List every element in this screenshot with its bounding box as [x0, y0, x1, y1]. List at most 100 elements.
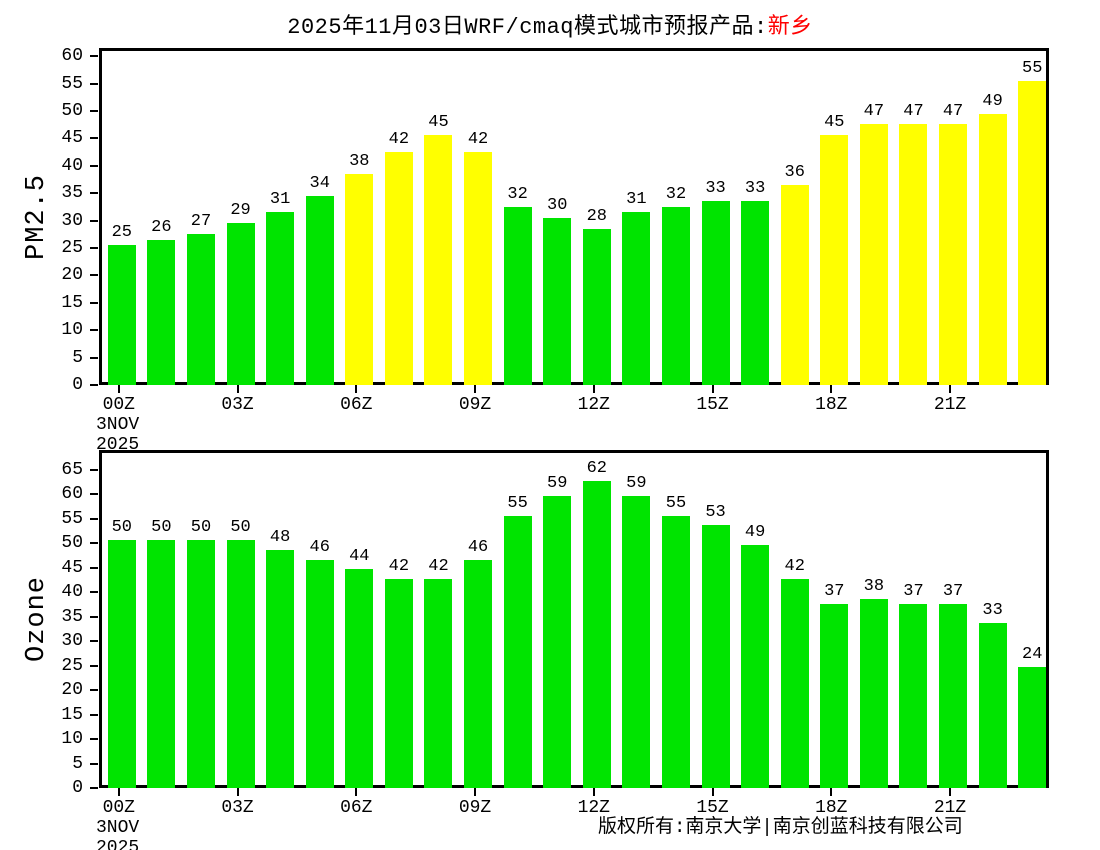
bar: [622, 212, 651, 385]
bar: [939, 603, 968, 788]
bar-value-label: 59: [626, 474, 647, 493]
bar: [345, 569, 374, 788]
y-tick-label: 30: [61, 631, 83, 652]
x-axis-date: 3NOV: [96, 415, 140, 435]
x-tick-label: 21Z: [933, 395, 967, 415]
bar: [147, 540, 176, 788]
bar-value-label: 47: [903, 102, 924, 122]
x-tick-label: 06Z: [340, 798, 373, 818]
y-tick-label: 20: [61, 265, 83, 286]
y-tick-label: 40: [61, 155, 83, 176]
bar-value-label: 49: [744, 522, 766, 542]
bar: [701, 201, 730, 385]
x-tick-label: 15Z: [696, 798, 729, 818]
y-tick: [90, 664, 98, 667]
x-tick-label: 18Z: [815, 798, 848, 818]
bar-value-label: 33: [744, 179, 766, 199]
bar-value-label: 59: [547, 474, 568, 493]
bar: [424, 135, 453, 385]
y-tick-label: 5: [72, 347, 83, 368]
y-tick-label: 0: [72, 375, 83, 395]
bar: [424, 579, 453, 788]
y-tick-label: 20: [61, 680, 83, 701]
y-tick: [90, 384, 98, 386]
bar-value-label: 26: [151, 217, 172, 237]
bar-value-label: 44: [349, 547, 370, 567]
y-tick: [90, 329, 98, 332]
bar: [305, 195, 334, 385]
bar-value-label: 47: [942, 102, 964, 122]
y-tick-label: 35: [61, 183, 83, 204]
x-tick-label: 00Z: [102, 798, 135, 818]
y-tick-label: 30: [61, 210, 83, 231]
bar-value-label: 28: [586, 206, 607, 226]
y-tick-label: 35: [61, 606, 83, 627]
bar-value-label: 50: [111, 518, 132, 538]
bar-value-label: 34: [309, 173, 330, 193]
y-tick: [90, 192, 98, 195]
x-tick: [474, 788, 477, 796]
bar-value-label: 32: [507, 184, 528, 204]
y-tick-label: 10: [61, 320, 83, 341]
bar-value-label: 37: [903, 581, 924, 601]
y-tick-label: 10: [61, 729, 83, 749]
bar-value-label: 47: [863, 102, 885, 122]
bar-value-label: 31: [626, 190, 647, 210]
bar-value-label: 37: [942, 581, 964, 601]
y-tick: [90, 247, 98, 249]
x-tick: [949, 788, 952, 796]
bar: [147, 239, 176, 385]
bar: [107, 540, 136, 788]
y-tick: [90, 517, 98, 520]
bar-value-label: 50: [190, 518, 212, 538]
y-tick: [90, 137, 98, 140]
bar: [820, 135, 849, 385]
x-tick: [592, 788, 595, 796]
bar-value-label: 42: [784, 557, 805, 577]
bar-value-label: 42: [467, 129, 489, 149]
y-tick-label: 15: [61, 292, 83, 313]
bar-value-label: 55: [507, 493, 528, 513]
y-tick-label: 25: [61, 655, 83, 676]
bar: [741, 201, 770, 385]
bar: [1018, 667, 1047, 788]
x-tick-label: 03Z: [221, 395, 254, 415]
bar-value-label: 50: [151, 518, 172, 538]
bar-value-label: 33: [705, 179, 726, 199]
y-tick: [90, 713, 98, 716]
bar-value-label: 42: [388, 557, 410, 577]
x-tick: [830, 788, 833, 796]
copyright-text: 版权所有:南京大学|南京创蓝科技有限公司: [598, 816, 963, 838]
bar: [859, 598, 888, 788]
y-tick-label: 50: [61, 101, 83, 122]
x-tick-label: 18Z: [815, 395, 848, 415]
bar: [464, 151, 493, 385]
bar-value-label: 53: [705, 503, 726, 523]
y-tick: [90, 738, 98, 740]
x-axis-date: 2025: [96, 435, 140, 455]
bar: [384, 151, 413, 385]
y-tick: [90, 219, 98, 222]
y-tick-label: 50: [61, 533, 83, 554]
y-tick: [90, 640, 98, 643]
y-tick: [90, 493, 98, 496]
y-tick: [90, 591, 98, 594]
y-tick-label: 45: [61, 128, 83, 149]
y-tick: [90, 566, 98, 569]
plot-area: 25 26 27 29 31 34 38 42 45 42 32 30 28 31 32 33 33 36 45 47…: [99, 48, 1049, 385]
x-tick: [711, 788, 714, 796]
x-tick-label: 12Z: [577, 798, 610, 818]
x-tick: [830, 385, 833, 393]
y-tick: [90, 689, 98, 692]
bar: [582, 228, 611, 385]
y-tick-label: 0: [72, 778, 83, 798]
y-tick: [90, 356, 98, 359]
y-tick: [90, 274, 98, 277]
bar-value-label: 38: [349, 151, 370, 171]
y-tick: [90, 762, 98, 765]
bar: [543, 496, 572, 788]
bar: [464, 559, 493, 788]
bar-value-label: 25: [111, 223, 132, 243]
y-tick-label: 60: [61, 46, 83, 67]
bar: [266, 212, 295, 385]
